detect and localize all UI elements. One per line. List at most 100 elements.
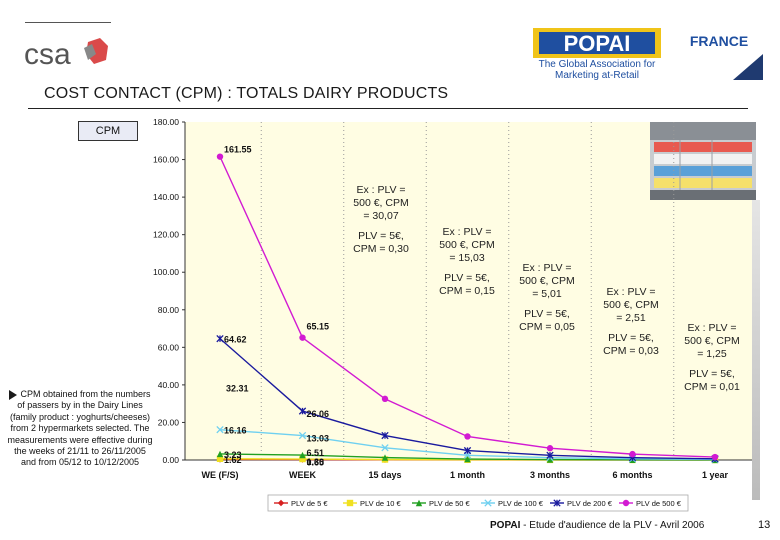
data-point xyxy=(299,451,306,459)
y-tick-label: 180.00 xyxy=(153,117,179,127)
note-15-days: Ex : PLV = 500 €, CPM = 15,03 PLV = 5€, … xyxy=(428,226,506,298)
note-1-month: Ex : PLV = 500 €, CPM = 5,01 PLV = 5€, C… xyxy=(508,262,586,334)
note-line: = 1,25 xyxy=(697,348,727,360)
y-tick-label: 40.00 xyxy=(158,380,180,390)
y-tick-label: 120.00 xyxy=(153,230,179,240)
note-line: Ex : PLV = xyxy=(356,184,406,196)
legend-label: PLV de 100 € xyxy=(498,499,544,508)
legend-label: PLV de 50 € xyxy=(429,499,471,508)
note-line: Ex : PLV = xyxy=(606,286,656,298)
data-point xyxy=(277,499,285,507)
data-point xyxy=(464,455,471,463)
data-point xyxy=(463,446,472,455)
grid-layer xyxy=(260,122,675,460)
x-tick-label: 1 month xyxy=(450,470,485,480)
data-point xyxy=(216,455,224,462)
data-label: 1.30 xyxy=(307,457,325,467)
data-point xyxy=(711,453,719,461)
popai-tagline-2: Marketing at-Retail xyxy=(555,70,639,80)
x-tick-label: 1 year xyxy=(702,470,729,480)
note-line: = 15,03 xyxy=(449,252,485,264)
x-tick-label: 3 months xyxy=(530,470,570,480)
csa-logo-text: csa xyxy=(24,38,71,71)
data-point-stroke xyxy=(381,444,389,452)
data-point xyxy=(629,450,636,458)
data-point-stroke xyxy=(298,431,307,440)
data-label: 0.65 xyxy=(307,458,325,468)
data-point xyxy=(299,334,306,341)
data-label: 3.23 xyxy=(224,450,242,460)
data-point xyxy=(546,445,554,452)
data-point xyxy=(622,499,630,507)
note-line: CPM = 0,03 xyxy=(603,345,659,357)
page-number: 13 xyxy=(758,519,771,531)
legend-label: PLV de 500 € xyxy=(636,499,682,508)
footer-text: - Etude d'audience de la PLV - Avril 200… xyxy=(520,520,705,531)
y-tick-label: 100.00 xyxy=(153,267,179,277)
label-layer: 161.55 64.62 65.15 32.31 26.06 16.16 13.03 3.23… xyxy=(224,145,329,468)
data-point-stroke xyxy=(216,425,224,434)
data-point xyxy=(546,456,554,463)
note-line: PLV = 5€, xyxy=(689,368,735,380)
data-point xyxy=(381,444,389,452)
note-line: PLV = 5€, xyxy=(444,272,490,284)
footer-brand: POPAI xyxy=(490,520,521,531)
data-point xyxy=(216,334,224,343)
popai-country: FRANCE xyxy=(690,33,748,49)
data-point xyxy=(381,395,389,403)
data-point xyxy=(381,431,389,440)
data-point xyxy=(346,499,354,507)
popai-tagline-1: The Global Association for xyxy=(539,59,656,70)
note-3-months: Ex : PLV = 500 €, CPM = 2,51 PLV = 5€, C… xyxy=(592,286,670,358)
data-point xyxy=(298,431,307,440)
footer: POPAI - Etude d'audience de la PLV - Avr… xyxy=(490,520,704,531)
data-label: 64.62 xyxy=(224,335,247,345)
legend-label: PLV de 5 € xyxy=(291,499,328,508)
data-point xyxy=(415,499,423,507)
dairy-aisle-photo xyxy=(650,122,756,200)
axis-layer: 0.00 20.00 40.00 60.00 80.00 100.00 120.00 140.… xyxy=(153,117,752,480)
x-tick-label: 15 days xyxy=(368,470,401,480)
csa-logo: csa xyxy=(24,38,108,71)
y-tick-label: 160.00 xyxy=(153,155,179,165)
note-line: PLV = 5€, xyxy=(608,332,654,344)
note-line: = 2,51 xyxy=(616,312,646,324)
data-label: 13.03 xyxy=(307,434,330,444)
data-point xyxy=(484,499,492,507)
note-line: Ex : PLV = xyxy=(522,262,572,274)
data-point xyxy=(381,454,389,461)
data-label: 32.31 xyxy=(226,383,249,393)
data-point-stroke xyxy=(484,499,492,507)
series-layer xyxy=(216,153,719,464)
note-6-months: Ex : PLV = 500 €, CPM = 1,25 PLV = 5€, C… xyxy=(674,322,750,394)
legend-box xyxy=(267,494,689,512)
data-point xyxy=(464,433,471,440)
popai-logo-text: POPAI xyxy=(564,31,631,56)
note-line: CPM = 0,15 xyxy=(439,285,495,297)
data-point xyxy=(298,407,307,415)
triangle-bullet-icon xyxy=(9,389,18,400)
page-title: COST CONTACT (CPM) : TOTALS DAIRY PRODUC… xyxy=(44,85,449,102)
data-point xyxy=(216,153,224,160)
note-line: PLV = 5€, xyxy=(358,230,404,242)
data-label: 1.62 xyxy=(224,455,242,465)
y-tick-label: 60.00 xyxy=(158,342,180,352)
data-label: 161.55 xyxy=(224,145,252,155)
y-tick-label: 20.00 xyxy=(158,417,180,427)
note-line: PLV = 5€, xyxy=(524,308,570,320)
data-label: 6.51 xyxy=(307,448,325,458)
y-tick-label: 140.00 xyxy=(153,192,179,202)
data-point xyxy=(216,425,224,434)
x-tick-label: 6 months xyxy=(612,470,652,480)
note-line: CPM = 0,30 xyxy=(353,243,409,255)
data-label: 26.06 xyxy=(307,409,330,419)
note-line: 500 €, CPM xyxy=(684,335,740,347)
data-label: 16.16 xyxy=(224,426,247,436)
note-line: Ex : PLV = xyxy=(442,226,492,238)
note-line: 500 €, CPM xyxy=(519,275,575,287)
note-line: Ex : PLV = xyxy=(687,322,737,334)
legend-label: PLV de 10 € xyxy=(360,499,402,508)
top-rule xyxy=(25,22,111,23)
note-line: = 5,01 xyxy=(532,288,562,300)
